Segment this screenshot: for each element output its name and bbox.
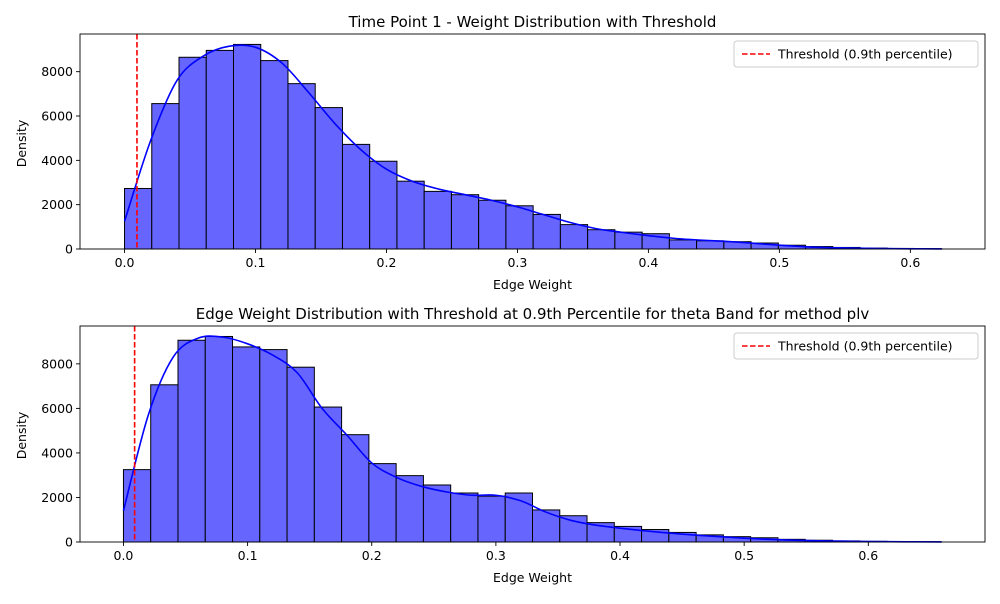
chart-title: Time Point 1 - Weight Distribution with … — [348, 13, 717, 31]
y-tick-label: 6000 — [41, 401, 73, 416]
histogram-bar — [478, 496, 505, 542]
x-tick-label: 0.6 — [900, 255, 920, 270]
x-axis-label: Edge Weight — [493, 570, 572, 585]
histogram-bar — [560, 516, 587, 542]
y-tick-label: 4000 — [41, 445, 73, 460]
y-tick-label: 8000 — [41, 64, 73, 79]
histogram-bar — [287, 367, 314, 542]
y-tick-label: 4000 — [41, 153, 73, 168]
x-tick-label: 0.0 — [114, 548, 134, 563]
legend: Threshold (0.9th percentile) — [734, 333, 978, 359]
histogram-bar — [125, 188, 152, 249]
y-axis-label: Density — [14, 119, 29, 167]
histogram-bar — [451, 195, 478, 249]
histogram-bar — [342, 435, 369, 542]
histogram-bar — [588, 230, 615, 249]
histogram-bar — [451, 493, 478, 542]
histogram-bar — [260, 350, 287, 542]
x-tick-label: 0.4 — [610, 548, 630, 563]
histogram-bar — [123, 470, 150, 542]
x-tick-label: 0.1 — [238, 548, 258, 563]
x-tick-label: 0.2 — [377, 255, 397, 270]
y-tick-label: 2000 — [41, 197, 73, 212]
y-tick-label: 6000 — [41, 109, 73, 124]
histogram-bar — [533, 510, 560, 542]
histogram-bar — [397, 181, 424, 249]
legend: Threshold (0.9th percentile) — [734, 41, 978, 67]
histogram-bar — [506, 206, 533, 249]
histogram-bar — [669, 240, 696, 249]
legend-label: Threshold (0.9th percentile) — [777, 47, 953, 62]
y-axis-label: Density — [14, 411, 29, 459]
histogram-bar — [342, 144, 369, 249]
histogram-bar — [314, 407, 341, 542]
x-tick-label: 0.2 — [362, 548, 382, 563]
x-tick-label: 0.3 — [507, 255, 527, 270]
y-tick-label: 0 — [65, 535, 73, 550]
histogram-bar — [697, 241, 724, 249]
x-tick-label: 0.1 — [246, 255, 266, 270]
x-tick-label: 0.5 — [734, 548, 754, 563]
histogram-bar — [424, 191, 451, 249]
histogram-bar — [206, 50, 233, 249]
x-tick-label: 0.0 — [115, 255, 135, 270]
y-tick-label: 8000 — [41, 356, 73, 371]
x-tick-label: 0.6 — [858, 548, 878, 563]
chart-title: Edge Weight Distribution with Threshold … — [196, 305, 870, 323]
histogram-bar — [479, 200, 506, 249]
histogram-bar — [178, 340, 205, 542]
x-tick-label: 0.3 — [486, 548, 506, 563]
histogram-bar — [179, 57, 206, 249]
histogram-bar — [205, 336, 232, 542]
x-tick-label: 0.5 — [769, 255, 789, 270]
histogram-bar — [288, 84, 315, 249]
histogram-bar — [234, 44, 261, 249]
y-tick-label: 0 — [65, 242, 73, 257]
histogram-bar — [533, 214, 560, 249]
histogram-bar — [151, 385, 178, 542]
histogram-bar — [233, 347, 260, 542]
histogram-bar — [370, 161, 397, 249]
x-tick-label: 0.4 — [638, 255, 658, 270]
histogram-bar — [315, 108, 342, 249]
x-axis-label: Edge Weight — [493, 277, 572, 292]
legend-label: Threshold (0.9th percentile) — [777, 339, 953, 354]
histogram-bar — [423, 485, 450, 542]
histogram-bar — [560, 225, 587, 249]
y-tick-label: 2000 — [41, 490, 73, 505]
histogram-bar — [261, 61, 288, 249]
